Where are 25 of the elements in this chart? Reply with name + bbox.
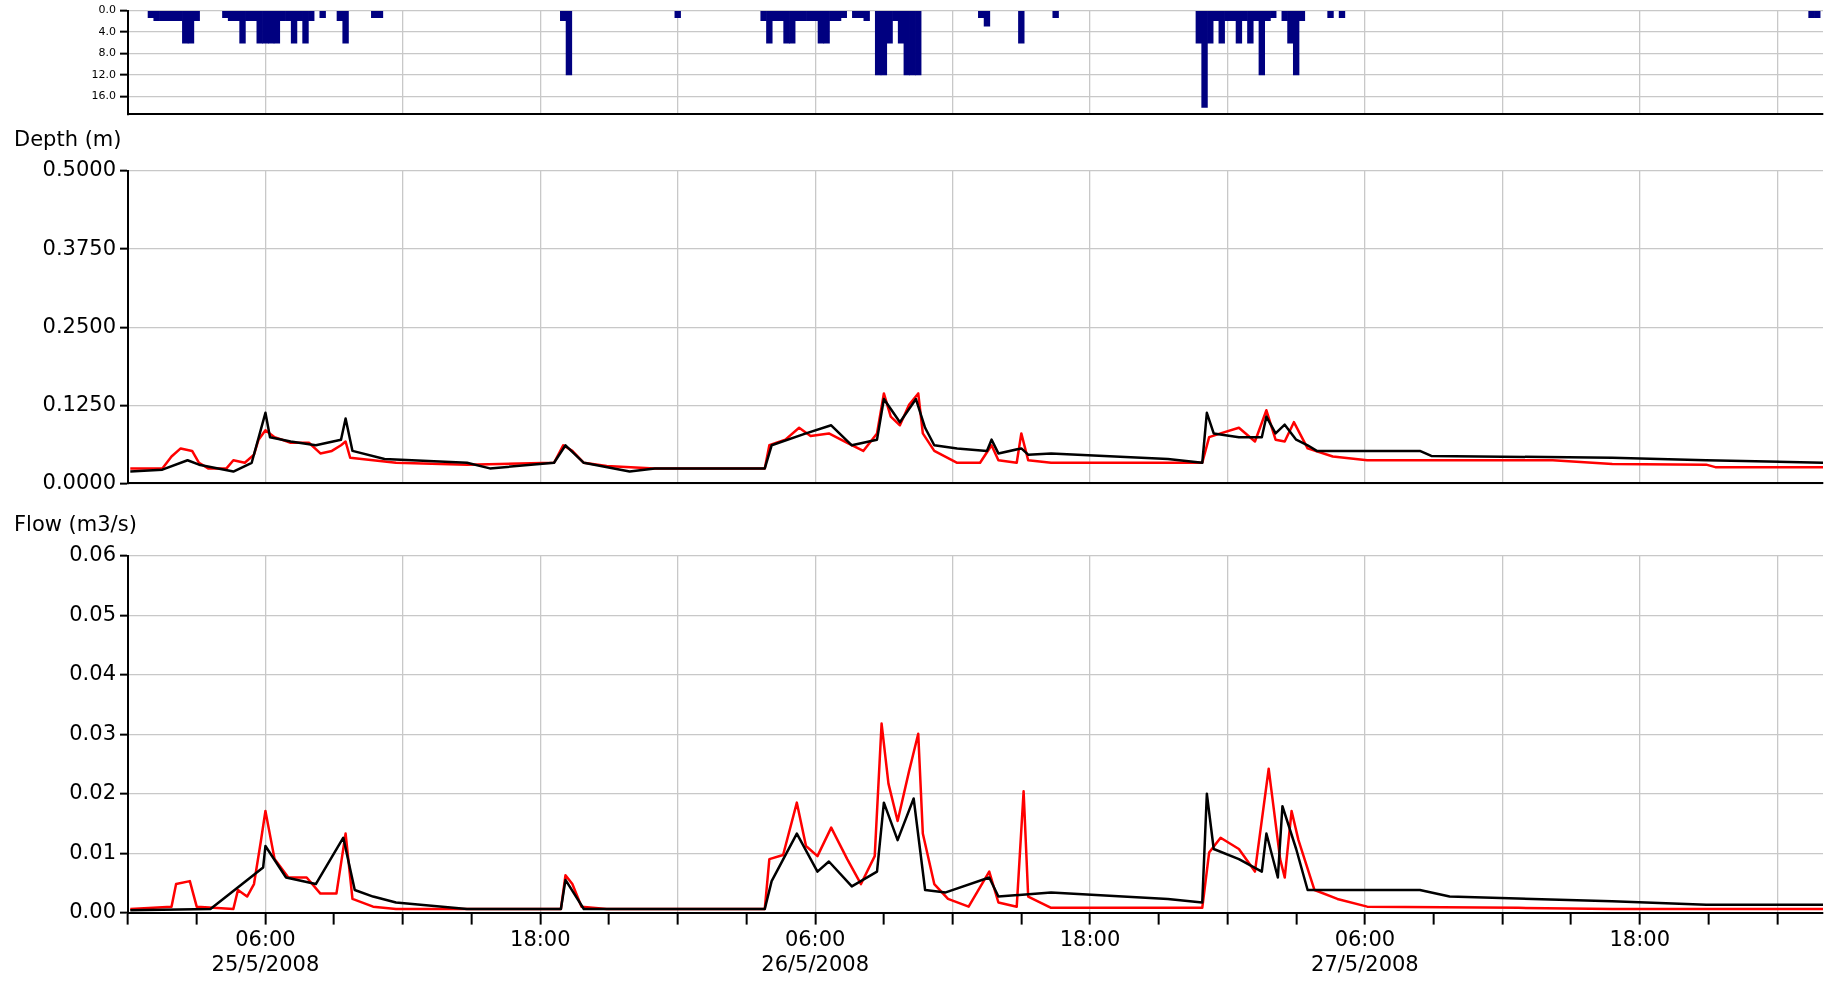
y-tick-label: 0.2500 — [42, 313, 116, 338]
x-tick-label: 06:00 26/5/2008 — [761, 926, 870, 976]
y-axis-title: Flow (m3/s) — [14, 512, 137, 536]
y-tick-label: 16.0 — [91, 89, 116, 103]
y-tick-label: 0.3750 — [42, 235, 116, 260]
x-tick-label: 06:00 27/5/2008 — [1311, 926, 1419, 976]
y-tick-label: 0.04 — [69, 661, 116, 686]
x-tick-label: 18:00 — [1609, 926, 1671, 951]
x-tick-label: 06:00 25/5/2008 — [211, 926, 320, 976]
y-tick-label: 4.0 — [98, 24, 116, 38]
y-tick-label: 0.0 — [98, 3, 116, 17]
y-axis-title: Depth (m) — [14, 127, 122, 151]
y-tick-label: 12.0 — [91, 67, 116, 81]
x-tick-label: 18:00 — [510, 926, 571, 951]
y-tick-label: 0.00 — [69, 899, 116, 924]
x-tick-label: 18:00 — [1059, 926, 1121, 951]
y-tick-label: 8.0 — [98, 46, 116, 60]
y-tick-label: 0.05 — [69, 601, 116, 626]
y-tick-label: 0.06 — [69, 542, 116, 567]
y-tick-label: 0.5000 — [42, 157, 116, 182]
y-tick-label: 0.01 — [69, 839, 116, 864]
y-tick-label: 0.1250 — [42, 391, 116, 416]
y-tick-label: 0.03 — [69, 720, 116, 745]
y-tick-label: 0.02 — [69, 780, 116, 805]
y-tick-label: 0.0000 — [42, 469, 116, 494]
